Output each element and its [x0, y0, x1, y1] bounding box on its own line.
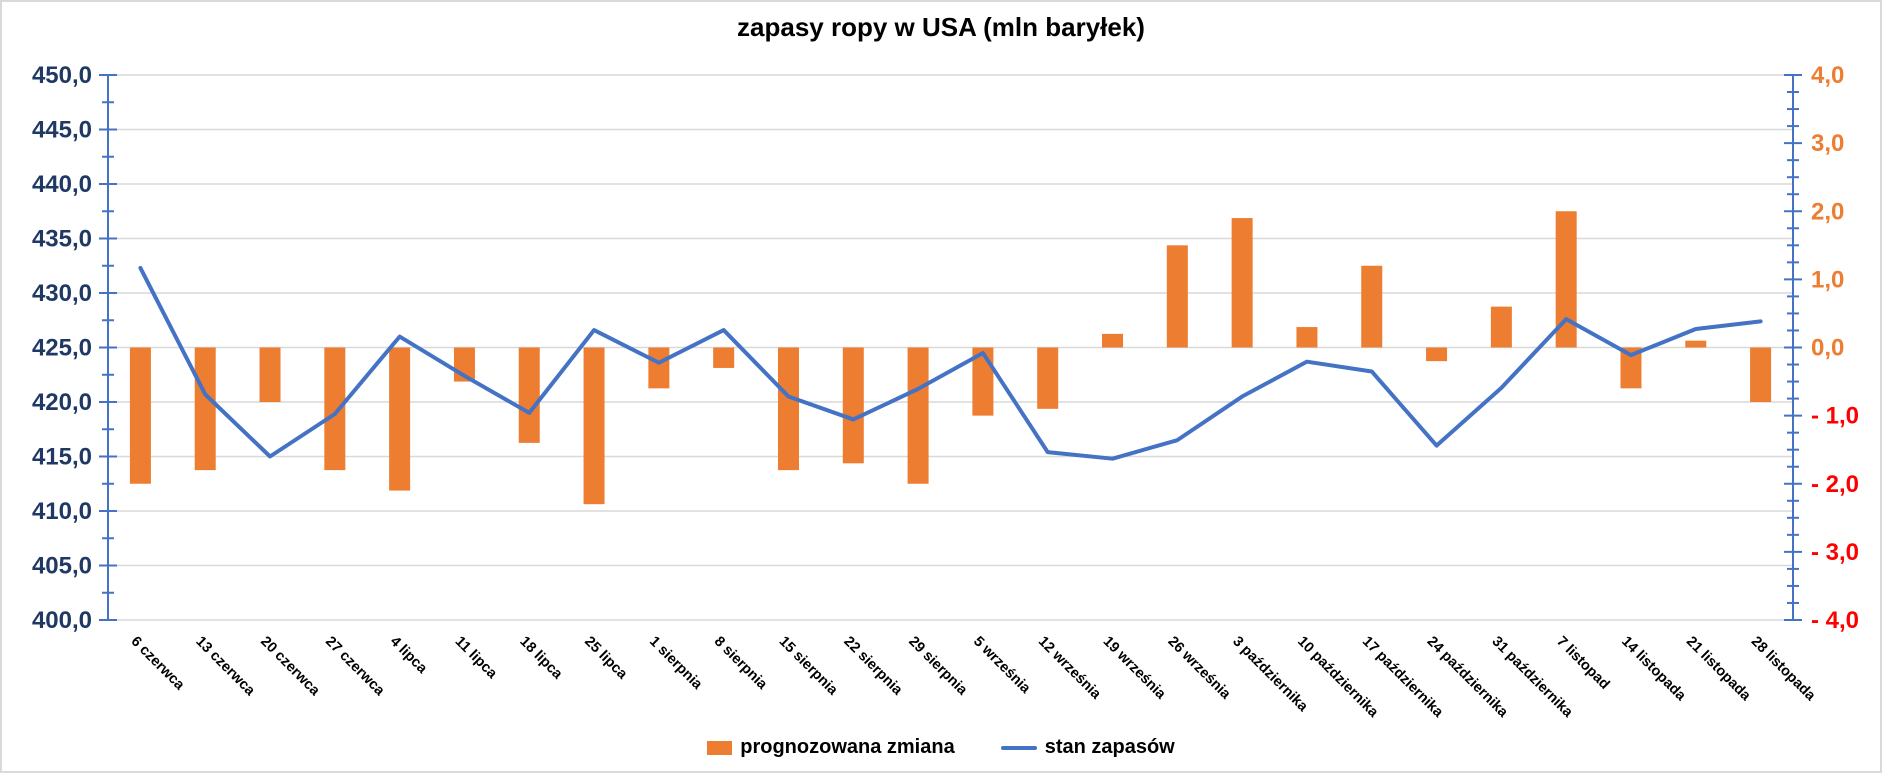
bar — [1231, 218, 1253, 348]
bar — [129, 347, 151, 484]
line-series-swatch-icon — [1000, 745, 1037, 750]
bar — [259, 347, 281, 402]
bar — [1166, 245, 1188, 348]
left-axis-label: 405,0 — [32, 553, 92, 580]
bar — [1102, 333, 1124, 348]
bar — [1750, 347, 1772, 402]
x-axis-label: 7 listopad — [1553, 634, 1612, 693]
bar — [842, 347, 864, 464]
x-axis-label: 4 lipca — [387, 634, 431, 678]
bar — [713, 347, 735, 368]
bar — [1296, 327, 1318, 348]
bar — [907, 347, 929, 484]
line-series-label: stan zapasów — [1044, 736, 1175, 758]
right-axis-label: - 4,0 — [1811, 607, 1859, 634]
x-axis-label: 20 czerwca — [257, 634, 323, 700]
right-axis-label: 1,0 — [1811, 266, 1844, 293]
x-axis-label: 1 sierpnia — [646, 634, 706, 694]
chart-legend: prognozowana zmiana stan zapasów — [2, 736, 1880, 759]
bar — [583, 347, 605, 505]
inventory-line — [138, 265, 1763, 461]
left-axis-label: 425,0 — [32, 335, 92, 362]
left-axis-label: 450,0 — [32, 62, 92, 89]
x-axis-label: 13 czerwca — [192, 634, 258, 700]
left-axis-label: 415,0 — [32, 444, 92, 471]
x-axis-label: 19 września — [1100, 634, 1170, 704]
x-axis-label: 29 sierpnia — [905, 634, 971, 700]
x-axis-label: 6 czerwca — [128, 634, 188, 694]
bar — [1490, 306, 1512, 348]
left-axis-label: 445,0 — [32, 117, 92, 144]
x-axis-label: 12 września — [1035, 634, 1105, 704]
right-axis-label: 2,0 — [1811, 198, 1844, 225]
bar-series-swatch-icon — [707, 740, 733, 755]
x-axis-label: 25 lipca — [581, 634, 631, 684]
x-axis-label: 28 listopada — [1748, 634, 1819, 705]
right-axis-label: - 3,0 — [1811, 539, 1859, 566]
bar — [324, 347, 346, 471]
bar — [1555, 211, 1577, 348]
bar — [1685, 340, 1707, 348]
x-axis-label: 11 lipca — [452, 634, 501, 683]
x-axis-label: 21 listopada — [1683, 634, 1754, 705]
right-axis-label: 0,0 — [1811, 335, 1844, 362]
bar-series-label: prognozowana zmiana — [740, 736, 955, 758]
x-axis-label: 15 sierpnia — [776, 634, 842, 700]
left-axis-label: 435,0 — [32, 226, 92, 253]
bar — [1037, 347, 1059, 409]
right-axis-label: 3,0 — [1811, 130, 1844, 157]
bar — [389, 347, 411, 491]
x-axis-label: 27 czerwca — [322, 634, 388, 700]
x-axis-label: 26 września — [1164, 634, 1234, 704]
legend-item-bars: prognozowana zmiana — [707, 736, 955, 759]
chart-title: zapasy ropy w USA (mln baryłek) — [737, 12, 1145, 42]
bar — [1620, 347, 1642, 389]
bar — [518, 347, 540, 443]
x-axis-label: 22 sierpnia — [840, 634, 906, 700]
left-axis-label: 440,0 — [32, 171, 92, 198]
x-axis-label: 18 lipca — [516, 634, 566, 684]
bar — [777, 347, 799, 471]
right-axis-label: - 1,0 — [1811, 403, 1859, 430]
left-axis-label: 430,0 — [32, 280, 92, 307]
bar — [648, 347, 670, 389]
bar — [1426, 347, 1448, 362]
legend-item-line: stan zapasów — [1000, 736, 1175, 759]
right-axis-label: - 2,0 — [1811, 471, 1859, 498]
x-axis-label: 8 sierpnia — [711, 634, 771, 694]
left-axis-label: 420,0 — [32, 389, 92, 416]
left-axis-label: 410,0 — [32, 498, 92, 525]
left-axis-label: 400,0 — [32, 607, 92, 634]
x-axis-label: 14 listopada — [1618, 634, 1689, 705]
x-axis-label: 5 września — [970, 634, 1034, 698]
bar — [194, 347, 216, 471]
bar — [1361, 265, 1383, 348]
right-axis-label: 4,0 — [1811, 62, 1844, 89]
